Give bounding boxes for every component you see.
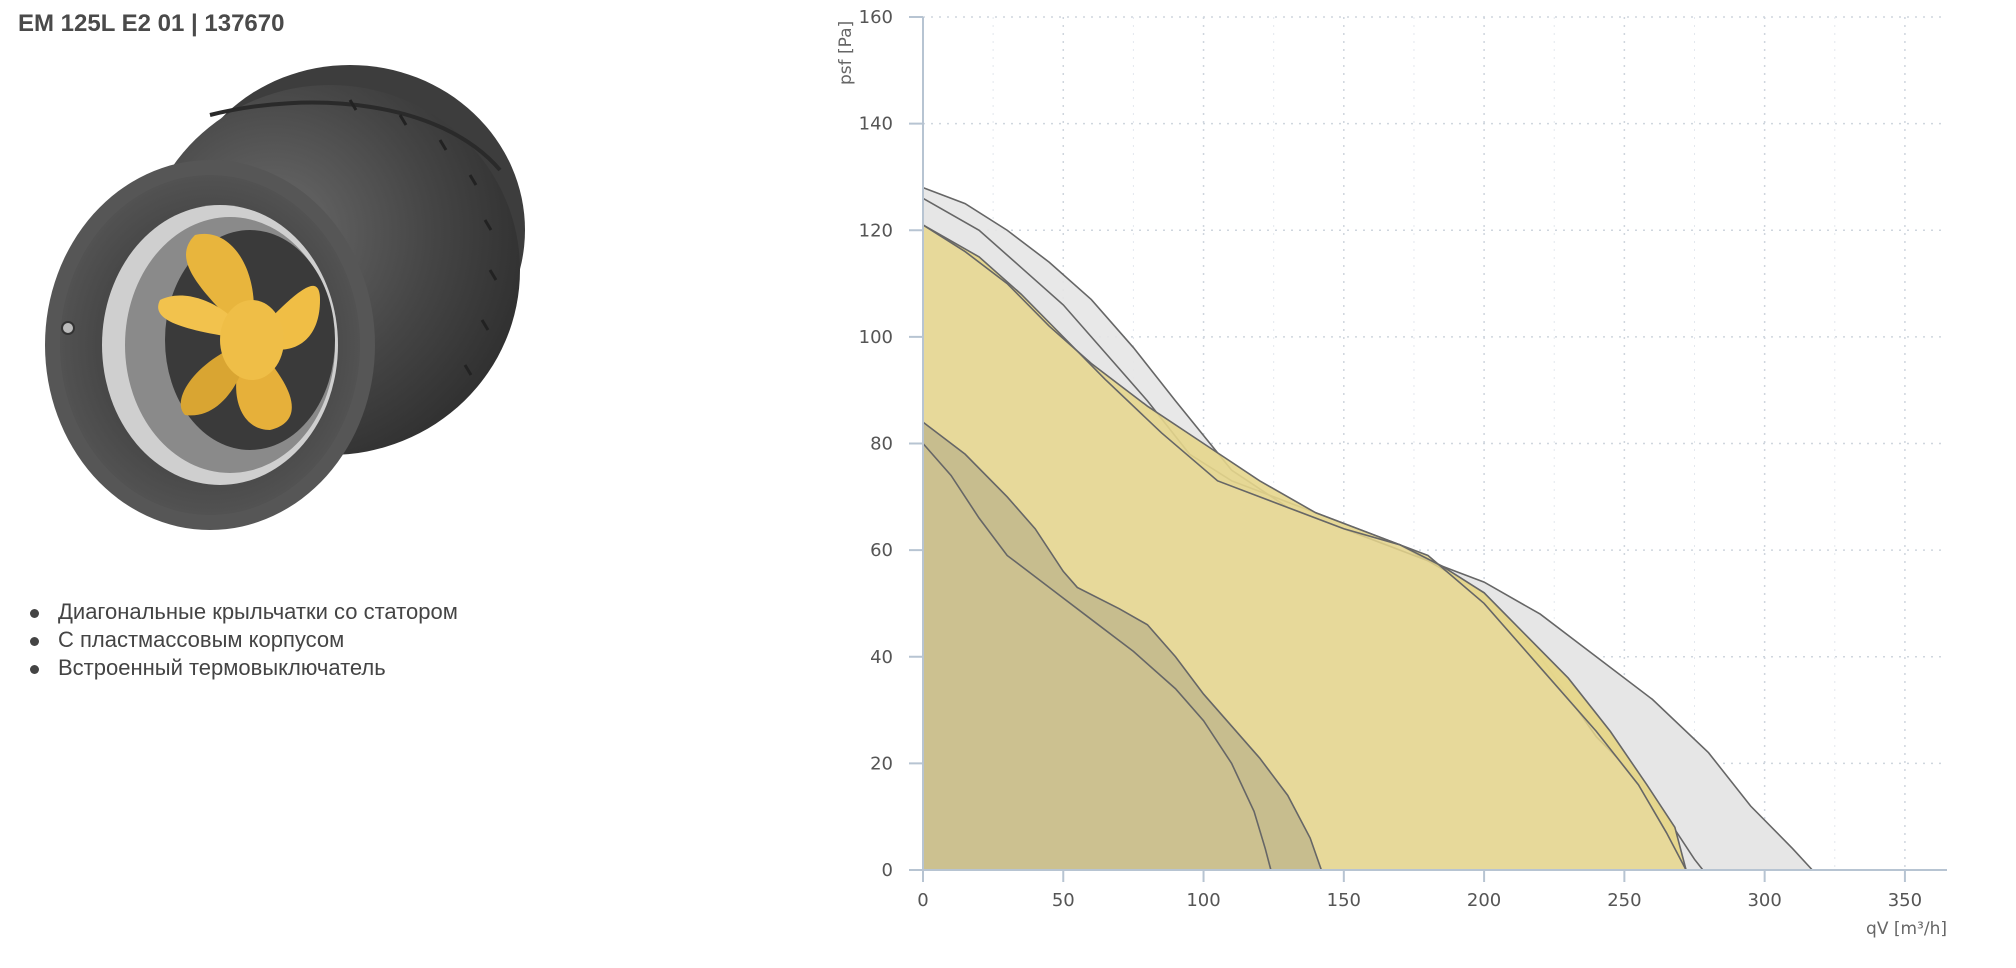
y-tick-label: 0: [882, 860, 893, 881]
page-title: EM 125L E2 01 | 137670: [18, 10, 285, 37]
x-axis-label: qV [m³/h]: [1866, 919, 1947, 939]
x-tick-label: 200: [1467, 890, 1501, 911]
fan-curve-chart: 0 20 40 60 80 100 120 140 160 0 50 100 150 200 250 300 3…: [836, 7, 1947, 939]
x-tick-label: 50: [1052, 890, 1075, 911]
band-series-2: [923, 224, 1687, 870]
y-tick-label: 20: [870, 753, 893, 774]
y-axis-label: psf [Pa]: [836, 21, 856, 85]
y-tick-label: 80: [870, 434, 893, 455]
curve-lower-3: [922, 442, 1272, 871]
y-tick-label: 60: [870, 540, 893, 561]
x-tick-label: 150: [1327, 890, 1361, 911]
x-tick-label: 100: [1186, 890, 1220, 911]
feature-item-2: С пластмассовым корпусом: [30, 626, 458, 654]
curve-lower-2: [922, 224, 1687, 871]
x-tick-label: 250: [1607, 890, 1641, 911]
y-tick-label: 100: [859, 327, 893, 348]
y-tick-label: 140: [859, 114, 893, 135]
chart-areas: [922, 186, 1813, 871]
curve-upper-3: [922, 421, 1323, 871]
curve-upper-2: [922, 224, 1687, 871]
product-image: [45, 65, 525, 530]
feature-item-3: Встроенный термовыключатель: [30, 654, 458, 682]
x-tick-label: 0: [917, 890, 928, 911]
x-tick-label: 350: [1888, 890, 1922, 911]
band-series-3: [923, 422, 1322, 870]
y-tick-label: 40: [870, 647, 893, 668]
band-series-1: [923, 187, 1813, 871]
x-tick-label: 300: [1747, 890, 1781, 911]
chart-ticks: 0 20 40 60 80 100 120 140 160 0 50 100 150 200 250 300 3…: [859, 7, 1922, 911]
feature-list: Диагональные крыльчатки со статором С пл…: [30, 598, 458, 682]
feature-item-1: Диагональные крыльчатки со статором: [30, 598, 458, 626]
y-tick-label: 160: [859, 7, 893, 28]
y-tick-label: 120: [859, 220, 893, 241]
